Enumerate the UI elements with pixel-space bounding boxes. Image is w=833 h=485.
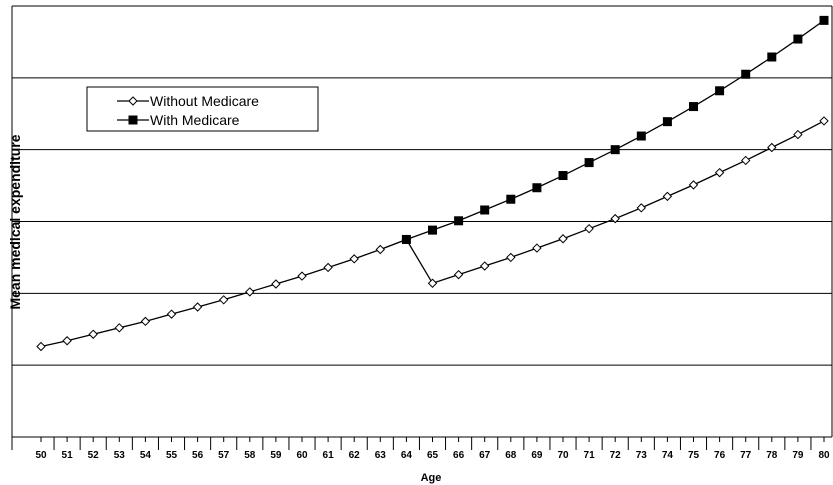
data-point [558, 171, 568, 181]
x-tick-label: 77 [740, 450, 752, 461]
data-point [740, 155, 751, 166]
data-point [610, 213, 620, 224]
data-point [688, 180, 699, 190]
x-tick-label: 72 [610, 450, 622, 461]
data-point [558, 234, 568, 244]
x-tick-labels: 50 51 52 53 54 55 56 57 58 59 60 61 62 63 64 65 66 67 68 69… [35, 450, 830, 461]
data-point [532, 243, 542, 253]
data-point [454, 216, 464, 226]
data-point [584, 158, 594, 168]
series-layer [36, 15, 829, 352]
x-tick-label: 58 [244, 450, 256, 461]
data-point [88, 329, 98, 339]
data-point [428, 225, 437, 235]
data-point [401, 234, 411, 244]
data-point [479, 261, 490, 271]
x-tick-label: 79 [792, 450, 804, 461]
y-axis-title: Mean medical expenditure [7, 134, 23, 309]
data-point [532, 183, 542, 193]
x-tick-label: 78 [766, 450, 778, 461]
x-tick-label: 64 [401, 450, 413, 461]
data-point [140, 316, 151, 327]
data-point [297, 271, 307, 281]
data-point [662, 191, 673, 202]
data-point [767, 52, 777, 62]
data-point [245, 287, 255, 297]
x-tick-label: 56 [192, 450, 204, 461]
x-tick-label: 70 [557, 450, 569, 461]
data-point [714, 167, 725, 178]
x-tick-label: 66 [453, 450, 465, 461]
x-tick-label: 54 [140, 450, 152, 461]
x-tick-label: 80 [818, 450, 830, 461]
data-point [166, 309, 177, 319]
legend-marker-with [128, 115, 138, 125]
data-point [662, 117, 672, 127]
legend-label-with: With Medicare [150, 112, 240, 128]
data-point [584, 223, 594, 234]
x-tick-label: 65 [427, 450, 439, 461]
legend-box [86, 86, 319, 132]
x-tick-label: 76 [714, 450, 726, 461]
x-tick-label: 75 [688, 450, 700, 461]
x-tick-label: 71 [584, 450, 596, 461]
x-tick-label: 60 [296, 450, 308, 461]
data-point [636, 131, 646, 141]
x-tick-label: 63 [375, 450, 387, 461]
x-tick-label: 69 [531, 450, 543, 461]
data-point [62, 336, 72, 346]
data-point [480, 205, 490, 215]
data-point [793, 34, 803, 44]
series-line [406, 19, 825, 241]
data-point [741, 69, 751, 79]
x-tick-label: 53 [114, 450, 126, 461]
data-point [349, 254, 359, 264]
data-point [271, 279, 281, 289]
x-tick-label: 50 [35, 450, 47, 461]
x-tick-label: 55 [166, 450, 178, 461]
data-point [218, 295, 229, 305]
x-tick-label: 68 [505, 450, 517, 461]
series-with-medicare [401, 15, 829, 244]
x-tick-label: 59 [270, 450, 282, 461]
x-tick-label: 73 [636, 450, 648, 461]
data-point [636, 203, 647, 213]
legend: Without Medicare With Medicare [86, 86, 319, 132]
x-tick-label: 74 [662, 450, 674, 461]
x-tick-label: 61 [323, 450, 335, 461]
gridlines [12, 5, 832, 438]
data-point [427, 278, 438, 288]
data-point [453, 269, 464, 280]
data-point [689, 102, 698, 112]
data-point [767, 142, 777, 153]
data-point [192, 302, 203, 312]
data-point [715, 86, 725, 96]
data-point [375, 244, 386, 255]
data-point [793, 129, 803, 140]
legend-marker-without [128, 96, 138, 106]
data-point [506, 252, 516, 263]
data-point [323, 262, 333, 273]
data-point [819, 116, 829, 126]
data-point [819, 15, 829, 25]
data-point [36, 341, 46, 352]
data-point [610, 145, 620, 155]
data-point [114, 323, 125, 333]
x-axis-title: Age [421, 472, 442, 484]
legend-label-without: Without Medicare [150, 93, 259, 109]
x-tick-label: 62 [349, 450, 361, 461]
x-tick-label: 52 [88, 450, 100, 461]
axes [11, 6, 833, 450]
x-tick-label: 57 [218, 450, 230, 461]
data-point [506, 194, 516, 204]
x-tick-label: 51 [62, 450, 74, 461]
x-tick-label: 67 [479, 450, 491, 461]
